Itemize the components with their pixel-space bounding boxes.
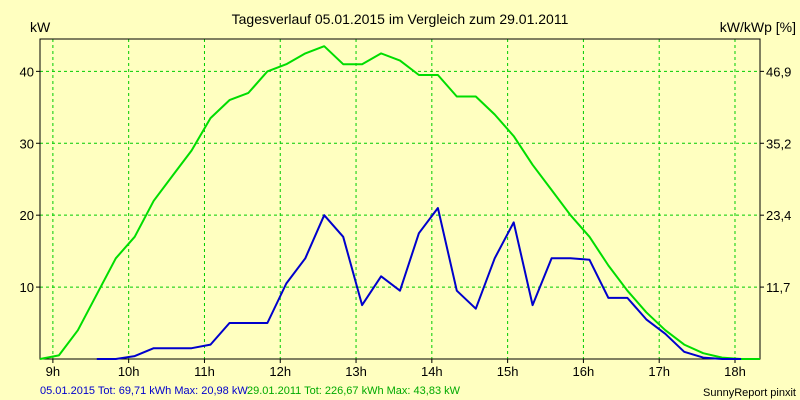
chart-title: Tagesverlauf 05.01.2015 im Vergleich zum… [232,11,569,27]
series-lines [39,45,760,360]
x-tick-label: 13h [345,364,367,379]
tick-labels: 9h 10h 11h 12h 13h 14h 15h 16h 17h 18h 10 11,7 20 23,… [20,64,792,379]
y-tick-label-right: 23,4 [766,208,791,223]
y-tick-label-right: 11,7 [766,280,790,295]
x-tick-label: 18h [724,364,746,379]
footer-credit: SunnyReport pinxit [703,387,796,399]
y-tick-label-left: 20 [20,208,34,223]
y-axis-left-label: kW [30,19,51,35]
x-tick-label: 10h [118,364,140,379]
y-tick-label-right: 35,2 [766,136,791,151]
grid [40,39,760,359]
x-tick-label: 15h [497,364,519,379]
x-tick-label: 9h [46,364,60,379]
x-tick-label: 17h [648,364,670,379]
y-tick-label-right: 46,9 [766,64,791,79]
x-tick-label: 14h [421,364,443,379]
footer-series-1: 05.01.2015 Tot: 69,71 kWh Max: 20,98 kW [40,385,248,397]
footer-series-2: 29.01.2011 Tot: 226,67 kWh Max: 43,83 kW [247,385,461,397]
y-tick-label-left: 30 [20,136,34,151]
plot-frame [39,38,761,360]
series-line-2 [96,207,742,360]
y-axis-right-label: kW/kWp [%] [720,19,796,35]
x-tick-label: 12h [269,364,291,379]
series-line-1 [39,45,760,360]
x-tick-label: 16h [573,364,595,379]
x-tick-label: 11h [194,364,215,379]
y-tick-label-left: 40 [20,64,34,79]
y-tick-label-left: 10 [20,280,34,295]
